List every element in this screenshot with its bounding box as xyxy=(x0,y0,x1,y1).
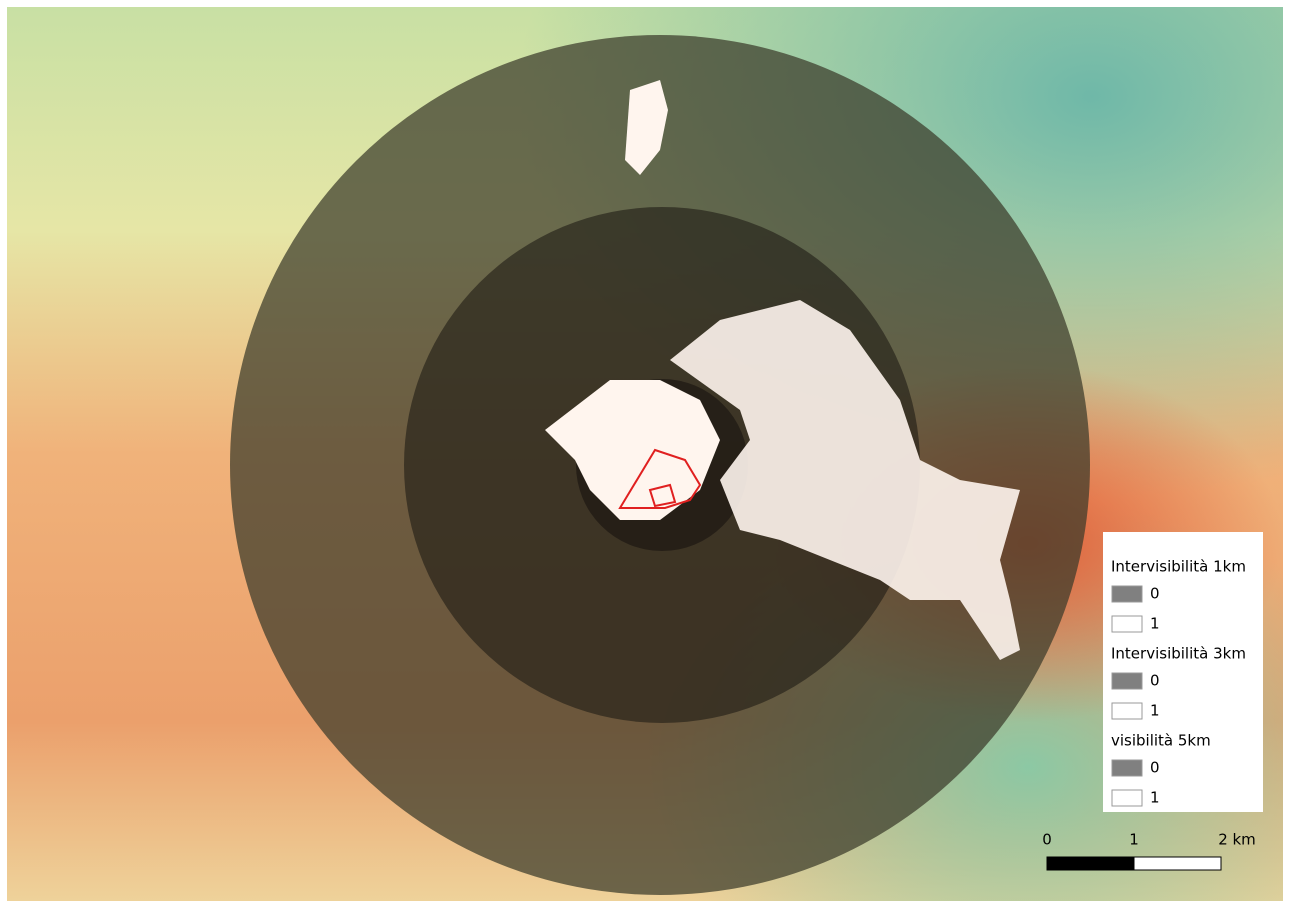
visible-areas xyxy=(545,80,1020,660)
scale-segment xyxy=(1133,856,1222,871)
legend-label: 1 xyxy=(1150,702,1160,720)
project-site xyxy=(618,448,702,509)
legend-title: visibilità 5km xyxy=(1111,732,1211,750)
legend-label: 0 xyxy=(1150,672,1160,690)
legend-title: Intervisibilità 3km xyxy=(1111,645,1246,663)
scale-segment xyxy=(1046,856,1135,871)
legend-swatch xyxy=(1111,702,1143,720)
scale-bar: 0 1 2 km xyxy=(1042,831,1256,871)
legend: Intervisibilità 1km 0 1 Intervisibilità 3km… xyxy=(1103,532,1263,812)
legend-swatch xyxy=(1111,585,1143,603)
legend-label: 1 xyxy=(1150,615,1160,633)
scale-label: 0 xyxy=(1042,831,1052,849)
legend-label: 1 xyxy=(1150,789,1160,807)
legend-label: 0 xyxy=(1150,759,1160,777)
legend-swatch xyxy=(1111,759,1143,777)
legend-swatch xyxy=(1111,672,1143,690)
scale-label: 2 km xyxy=(1218,831,1256,849)
legend-swatch xyxy=(1111,615,1143,633)
legend-label: 0 xyxy=(1150,585,1160,603)
legend-swatch xyxy=(1111,789,1143,807)
legend-title: Intervisibilità 1km xyxy=(1111,558,1246,576)
scale-label: 1 xyxy=(1129,831,1139,849)
